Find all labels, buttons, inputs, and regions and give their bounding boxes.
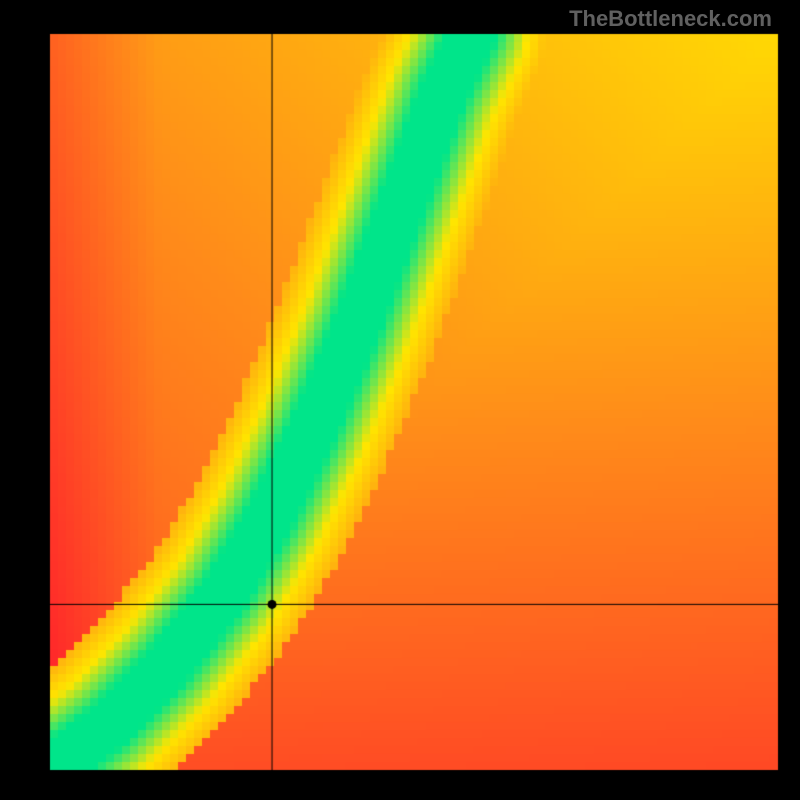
chart-container: { "watermark": "TheBottleneck.com", "cha… bbox=[0, 0, 800, 800]
bottleneck-heatmap bbox=[0, 0, 800, 800]
watermark-text: TheBottleneck.com bbox=[569, 6, 772, 32]
